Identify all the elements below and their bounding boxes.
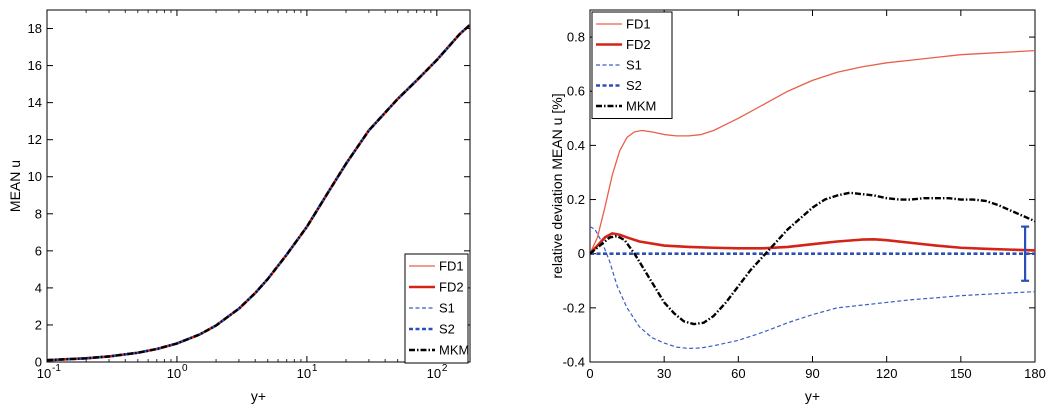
x-tick-label: 90 xyxy=(805,366,819,381)
legend-label-s2: S2 xyxy=(439,322,455,337)
y-tick-label: 0 xyxy=(578,246,585,261)
x-axis-label: y+ xyxy=(805,388,820,404)
y-tick-label: 0.2 xyxy=(567,192,585,207)
x-tick-label: 10 xyxy=(37,366,51,381)
x-tick-label: 150 xyxy=(950,366,972,381)
series-line-mkm xyxy=(590,191,1035,326)
y-tick-label: -0.4 xyxy=(563,355,585,370)
x-tick-label: 30 xyxy=(657,366,671,381)
legend-label-fd1: FD1 xyxy=(439,259,464,274)
legend-label-fd2: FD2 xyxy=(626,37,651,52)
y-tick-label: 0.8 xyxy=(567,30,585,45)
x-tick-label: 10 xyxy=(167,366,181,381)
y-tick-label: 0.4 xyxy=(567,138,585,153)
y-axis-label: relative deviation MEAN u [%] xyxy=(549,93,565,278)
x-tick-label: 10 xyxy=(427,366,441,381)
legend-label-mkm: MKM xyxy=(439,343,469,358)
right-chart-relative-deviation: 0 30 60 90 120 150 180 -0.4 -0.2 0 0.2 0.4 0.6 0.8 y+ r… xyxy=(549,9,1046,404)
legend-label-s2: S2 xyxy=(626,78,642,93)
y-tick-label: 2 xyxy=(35,317,42,332)
x-tick-label-exponent: 2 xyxy=(442,363,448,374)
x-tick-label-exponent: 0 xyxy=(182,363,188,374)
legend-label-fd2: FD2 xyxy=(439,280,464,295)
legend-label-mkm: MKM xyxy=(626,99,656,114)
y-tick-label: 10 xyxy=(28,169,42,184)
y-tick-label: 14 xyxy=(28,95,42,110)
y-tick-label: 0 xyxy=(35,355,42,370)
y-tick-label: 12 xyxy=(28,132,42,147)
x-tick-label: 10 xyxy=(297,366,311,381)
series-line-mkm xyxy=(47,23,470,362)
y-tick-label: 0.6 xyxy=(567,84,585,99)
y-axis-label: MEAN u xyxy=(7,160,23,212)
legend-label-fd1: FD1 xyxy=(626,17,651,32)
y-tick-label: 6 xyxy=(35,243,42,258)
x-tick-label-exponent: -1 xyxy=(52,363,61,374)
x-axis-label: y+ xyxy=(251,388,266,404)
x-tick-label: 120 xyxy=(876,366,898,381)
axes-frame xyxy=(46,9,471,363)
legend-label-s1: S1 xyxy=(439,301,455,316)
y-tick-label: -0.2 xyxy=(563,300,585,315)
x-tick-label: 0 xyxy=(586,366,593,381)
series-line-fd2 xyxy=(590,232,1035,255)
y-tick-label: 16 xyxy=(28,58,42,73)
x-tick-label: 60 xyxy=(731,366,745,381)
series-line-fd1 xyxy=(590,49,1035,254)
y-tick-label: 18 xyxy=(28,21,42,36)
series-line-s1 xyxy=(590,226,1035,350)
legend-label-s1: S1 xyxy=(626,58,642,73)
y-tick-label: 8 xyxy=(35,206,42,221)
x-tick-label: 180 xyxy=(1024,366,1046,381)
x-tick-label-exponent: 1 xyxy=(312,363,318,374)
y-tick-label: 4 xyxy=(35,280,42,295)
